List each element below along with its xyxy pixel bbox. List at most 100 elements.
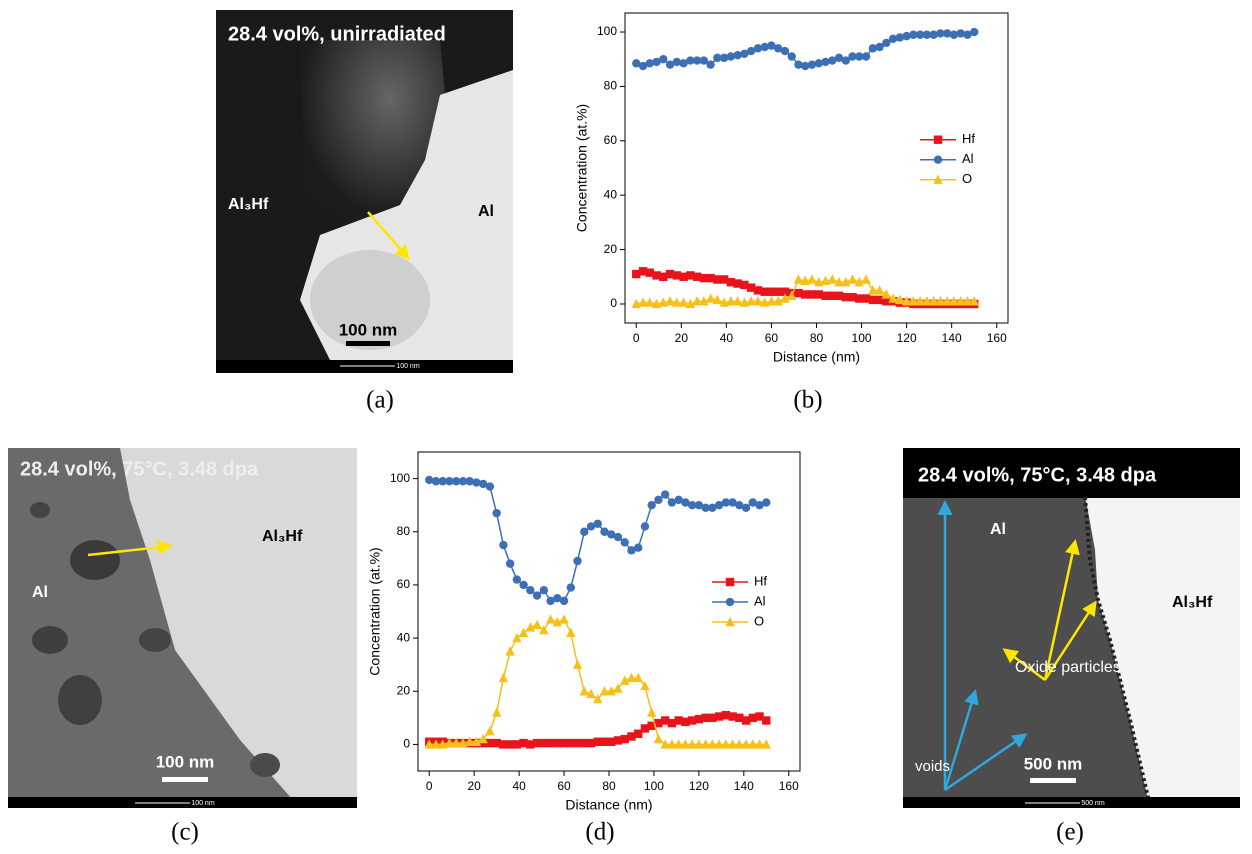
scale-bar bbox=[1030, 778, 1076, 783]
data-point bbox=[532, 738, 542, 748]
y-tick-label: 40 bbox=[604, 187, 618, 201]
data-point bbox=[701, 503, 710, 513]
data-point bbox=[679, 272, 688, 281]
data-line bbox=[429, 618, 767, 746]
data-point bbox=[942, 296, 952, 306]
data-point bbox=[660, 716, 670, 725]
data-point bbox=[761, 739, 771, 749]
data-point bbox=[573, 738, 582, 748]
y-tick-label: 60 bbox=[397, 577, 411, 591]
x-tick-label: 0 bbox=[426, 779, 433, 793]
data-point bbox=[559, 614, 569, 624]
data-point bbox=[478, 733, 488, 744]
arrow bbox=[1002, 648, 1046, 681]
y-tick-label: 20 bbox=[397, 683, 411, 697]
data-point bbox=[600, 527, 609, 536]
data-point bbox=[699, 56, 709, 65]
data-point bbox=[424, 739, 434, 749]
data-point bbox=[573, 556, 582, 566]
data-point bbox=[755, 712, 764, 721]
data-point bbox=[741, 716, 751, 725]
data-point bbox=[518, 627, 529, 637]
data-point bbox=[828, 56, 837, 65]
x-tick-label: 0 bbox=[633, 331, 640, 345]
data-point bbox=[647, 500, 656, 510]
legend-marker bbox=[933, 174, 943, 184]
image-title: 28.4 vol%, 75°C, 3.48 dpa bbox=[20, 458, 259, 480]
data-point bbox=[579, 686, 589, 696]
data-point bbox=[712, 294, 723, 305]
data-point bbox=[915, 30, 925, 39]
y-axis-label: Concentration (at.%) bbox=[574, 104, 590, 232]
data-point bbox=[705, 293, 716, 303]
data-point bbox=[793, 274, 804, 284]
al3hf-region bbox=[1085, 495, 1240, 808]
data-point bbox=[694, 500, 704, 510]
data-point bbox=[962, 296, 973, 306]
legend-box bbox=[916, 127, 1002, 194]
data-point bbox=[512, 632, 522, 643]
oxide-line bbox=[1083, 496, 1152, 807]
data-point bbox=[692, 272, 702, 281]
data-point bbox=[949, 30, 959, 39]
data-point bbox=[638, 61, 648, 71]
data-point bbox=[667, 718, 677, 728]
data-point bbox=[714, 712, 724, 721]
data-point bbox=[620, 675, 630, 685]
data-point bbox=[652, 271, 661, 280]
data-point bbox=[445, 477, 454, 486]
phase-label: Al₃Hf bbox=[1172, 594, 1213, 611]
data-point bbox=[532, 619, 542, 629]
x-tick-label: 80 bbox=[810, 331, 824, 345]
data-point bbox=[687, 739, 697, 749]
data-point bbox=[638, 267, 648, 276]
data-point bbox=[748, 739, 758, 749]
data-point bbox=[719, 297, 729, 307]
data-point bbox=[727, 739, 738, 749]
data-point bbox=[633, 672, 643, 683]
data-point bbox=[719, 53, 729, 63]
legend-label: Al bbox=[962, 151, 974, 166]
data-point bbox=[774, 44, 783, 53]
legend-label: Hf bbox=[754, 573, 767, 588]
data-point bbox=[444, 737, 455, 748]
x-tick-label: 160 bbox=[987, 331, 1007, 345]
data-point bbox=[425, 475, 434, 485]
data-point bbox=[929, 30, 938, 39]
legend-marker bbox=[933, 135, 943, 144]
data-point bbox=[645, 268, 654, 277]
y-tick-label: 60 bbox=[604, 133, 618, 147]
data-point bbox=[935, 296, 946, 306]
data-point bbox=[593, 737, 602, 746]
footer-label: 100 nm bbox=[396, 363, 420, 370]
phase-label: Al₃Hf bbox=[228, 196, 269, 213]
data-point bbox=[665, 60, 675, 69]
data-point bbox=[728, 712, 737, 721]
data-point bbox=[687, 500, 697, 510]
caption: (c) bbox=[171, 819, 199, 846]
data-point bbox=[726, 52, 736, 61]
data-point bbox=[607, 530, 616, 539]
data-point bbox=[963, 30, 972, 39]
data-point bbox=[580, 527, 589, 536]
data-point bbox=[491, 707, 502, 717]
data-point bbox=[834, 291, 844, 301]
data-point bbox=[713, 275, 722, 284]
data-point bbox=[660, 739, 670, 749]
data-point bbox=[714, 500, 724, 510]
data-point bbox=[627, 546, 636, 555]
particle bbox=[70, 540, 120, 580]
data-point bbox=[949, 296, 959, 306]
data-point bbox=[739, 297, 750, 307]
data-point bbox=[498, 672, 509, 683]
data-point bbox=[726, 278, 736, 287]
data-point bbox=[794, 288, 803, 298]
data-point bbox=[566, 627, 576, 637]
data-point bbox=[667, 739, 677, 749]
data-point bbox=[613, 532, 623, 542]
arrow bbox=[1043, 539, 1080, 681]
data-point bbox=[874, 285, 885, 295]
x-tick-label: 40 bbox=[720, 331, 734, 345]
data-point bbox=[613, 736, 623, 745]
